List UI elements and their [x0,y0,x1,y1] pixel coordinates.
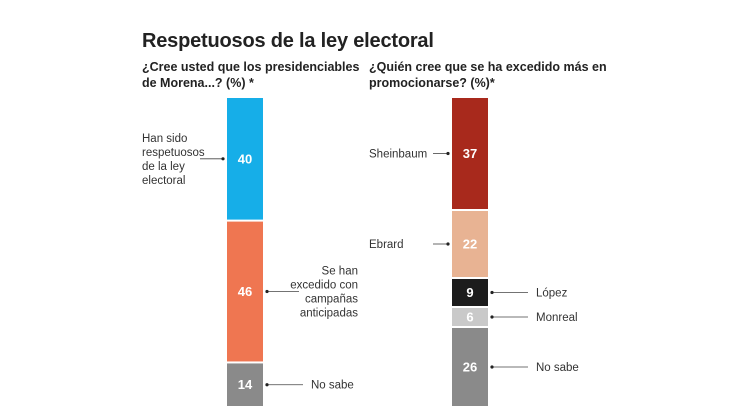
bar-segment [452,211,488,277]
leader-dot [265,289,269,294]
segment-label: López [536,288,568,300]
question-2: ¿Quién cree que se ha excedido más en pr… [369,60,607,90]
segment-label: Monreal [536,312,578,324]
data-label: 37 [463,146,477,161]
segment-label: No sabe [311,380,354,392]
leader-dot [490,290,494,295]
question-1: ¿Cree usted que los presidenciables de M… [142,60,360,90]
leader-dot [490,315,494,319]
leader-dot [446,151,450,156]
segment-label: Sheinbaum [369,149,427,161]
bar-segment [452,279,488,306]
data-label: 22 [463,237,477,252]
data-label: 9 [466,285,473,300]
data-label: 40 [238,151,252,166]
leader-dot [221,157,225,161]
segment-label: No sabe [536,362,579,374]
bar-segment [227,363,263,406]
data-label: 46 [238,284,252,299]
bar-segment [452,98,488,209]
bar-segment [227,221,263,362]
leader-dot [490,365,494,369]
leader-dot [446,242,450,246]
leader-dot [265,383,269,387]
data-label: 14 [238,377,253,392]
bar-segment [452,308,488,326]
data-label: 26 [463,360,477,375]
segment-label: Se han excedido con campañas anticipadas [290,266,358,320]
bar-segment [452,328,488,406]
data-label: 6 [466,310,473,325]
bar-segment [227,98,263,220]
segment-label: Han sido respetuosos de la ley electoral [142,133,205,187]
segment-label: Ebrard [369,239,404,251]
chart-title: Respetuosos de la ley electoral [142,30,434,52]
